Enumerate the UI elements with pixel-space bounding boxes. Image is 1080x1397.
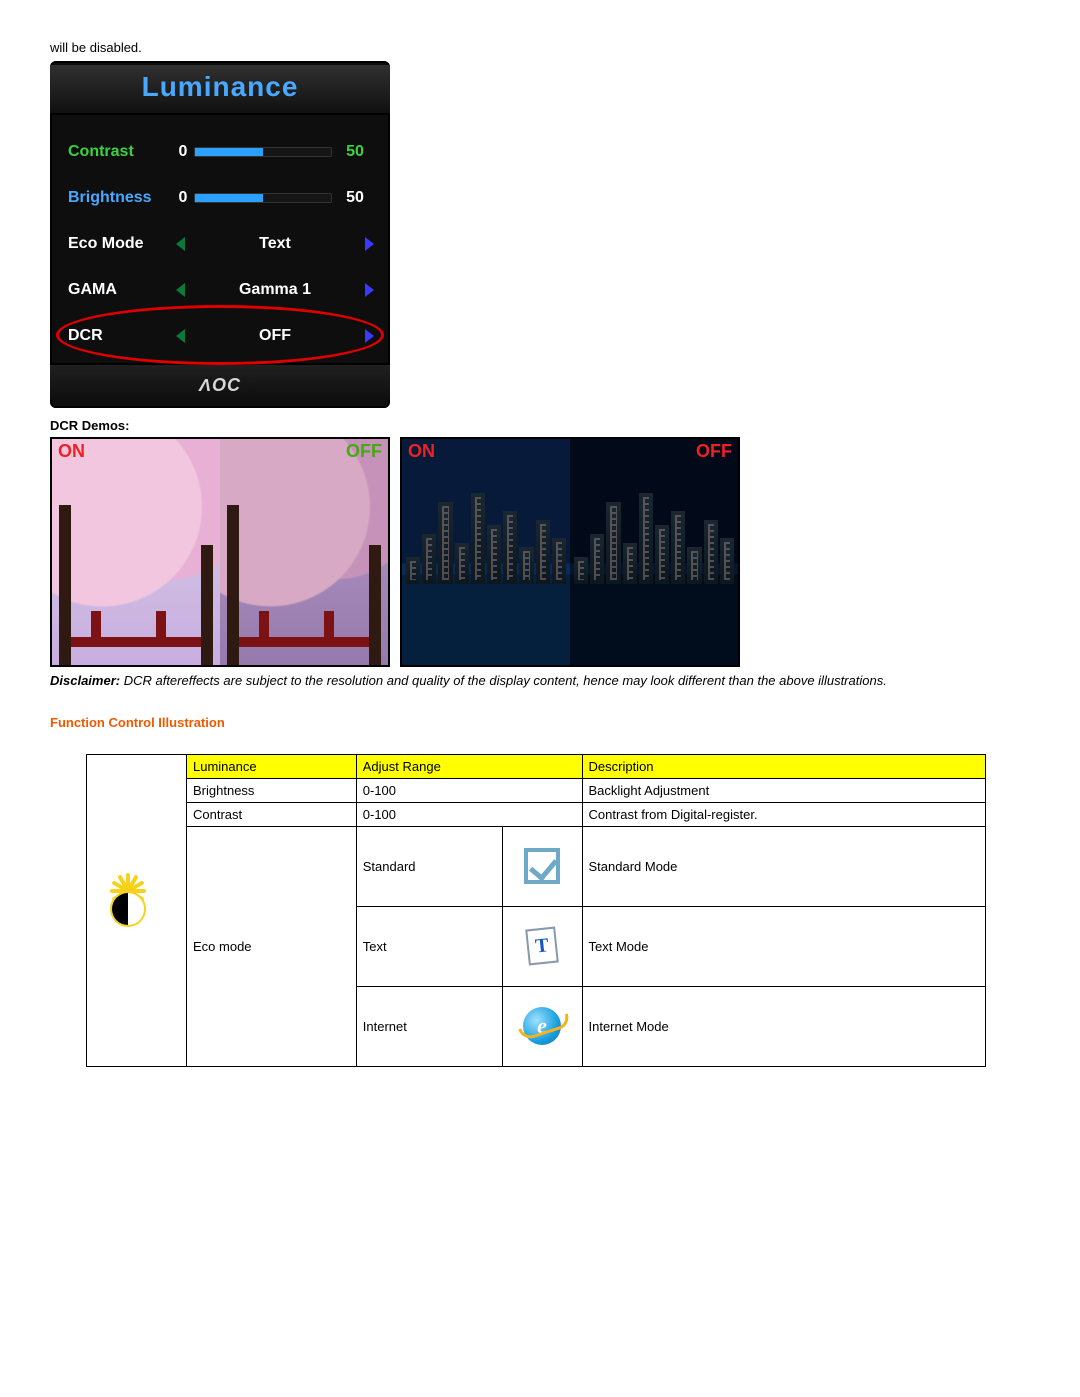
osd-selector-value: OFF: [259, 327, 291, 345]
demo-label-on: ON: [404, 441, 439, 462]
table-row: Brightness0-100Backlight Adjustment: [87, 779, 986, 803]
osd-slider-min: 0: [172, 189, 194, 207]
cell-range: 0-100: [356, 803, 582, 827]
luminance-sun-icon: [93, 874, 163, 944]
cell-eco-name: Standard: [356, 827, 502, 907]
cell-eco-icon: [502, 987, 582, 1067]
cell-name: Contrast: [187, 803, 357, 827]
intro-text: will be disabled.: [50, 40, 1030, 55]
cell-eco-name: Internet: [356, 987, 502, 1067]
osd-selector[interactable]: Text: [172, 235, 378, 253]
check-icon: [524, 848, 560, 884]
osd-slider-fill: [195, 194, 263, 202]
disclaimer-label: Disclaimer:: [50, 673, 120, 688]
osd-brand: ΛOC: [50, 363, 390, 400]
cell-desc: Backlight Adjustment: [582, 779, 986, 803]
demo-half-off: OFF: [220, 439, 388, 665]
demo-half-on: ON: [52, 439, 220, 665]
table-header: Luminance: [187, 755, 357, 779]
arrow-right-icon[interactable]: [365, 329, 374, 343]
osd-selector[interactable]: Gamma 1: [172, 281, 378, 299]
osd-slider-value: 50: [332, 143, 378, 161]
table-header: Description: [582, 755, 986, 779]
osd-row-label: DCR: [62, 327, 172, 345]
osd-selector-value: Text: [259, 235, 291, 253]
table-row: Eco modeStandardStandard Mode: [87, 827, 986, 907]
osd-slider-track[interactable]: [194, 193, 332, 203]
osd-body: Contrast050Brightness050Eco ModeTextGAMA…: [50, 115, 390, 363]
internet-icon: [523, 1007, 561, 1045]
section-heading: Function Control Illustration: [50, 715, 1030, 730]
osd-row-eco-mode[interactable]: Eco Mode Text: [62, 221, 378, 267]
osd-slider-min: 0: [172, 143, 194, 161]
cell-eco-name: Text: [356, 907, 502, 987]
osd-slider-fill: [195, 148, 263, 156]
cell-eco-icon: [502, 907, 582, 987]
osd-row-label: Eco Mode: [62, 235, 172, 253]
demo-half-off: OFF: [570, 439, 738, 665]
osd-slider-value: 50: [332, 189, 378, 207]
cell-desc: Contrast from Digital-register.: [582, 803, 986, 827]
dcr-demos-label: DCR Demos:: [50, 418, 1030, 433]
osd-row-label: GAMA: [62, 281, 172, 299]
arrow-right-icon[interactable]: [365, 237, 374, 251]
osd-row-brightness[interactable]: Brightness0 50: [62, 175, 378, 221]
osd-row-label: Brightness: [62, 189, 172, 207]
disclaimer: Disclaimer: DCR aftereffects are subject…: [50, 673, 1030, 689]
dcr-demo-1: ON OFF: [50, 437, 390, 667]
osd-selector[interactable]: OFF: [172, 327, 378, 345]
arrow-left-icon[interactable]: [176, 237, 185, 251]
cell-eco-icon: [502, 827, 582, 907]
osd-selector-value: Gamma 1: [239, 281, 311, 299]
demo-label-on: ON: [54, 441, 89, 462]
osd-slider-track[interactable]: [194, 147, 332, 157]
osd-row-dcr[interactable]: DCR OFF: [62, 313, 378, 359]
dcr-demos-row: ON OFF ON OFF: [50, 437, 1030, 667]
cell-eco-desc: Text Mode: [582, 907, 986, 987]
arrow-right-icon[interactable]: [365, 283, 374, 297]
osd-title: Luminance: [50, 65, 390, 115]
osd-row-gama[interactable]: GAMA Gamma 1: [62, 267, 378, 313]
osd-row-label: Contrast: [62, 143, 172, 161]
cell-eco-desc: Internet Mode: [582, 987, 986, 1067]
cell-name: Brightness: [187, 779, 357, 803]
text-doc-icon: [525, 927, 559, 966]
function-control-table: LuminanceAdjust RangeDescriptionBrightne…: [86, 754, 986, 1067]
table-header: Adjust Range: [356, 755, 582, 779]
cell-eco-label: Eco mode: [187, 827, 357, 1067]
cell-range: 0-100: [356, 779, 582, 803]
demo-label-off: OFF: [342, 441, 386, 462]
luminance-icon-cell: [87, 755, 187, 1067]
dcr-demo-2: ON OFF: [400, 437, 740, 667]
cell-eco-desc: Standard Mode: [582, 827, 986, 907]
table-row: Contrast0-100Contrast from Digital-regis…: [87, 803, 986, 827]
disclaimer-text: DCR aftereffects are subject to the reso…: [120, 673, 887, 688]
arrow-left-icon[interactable]: [176, 329, 185, 343]
demo-half-on: ON: [402, 439, 570, 665]
arrow-left-icon[interactable]: [176, 283, 185, 297]
osd-row-contrast[interactable]: Contrast0 50: [62, 129, 378, 175]
demo-label-off: OFF: [692, 441, 736, 462]
osd-panel: Luminance Contrast050Brightness050Eco Mo…: [50, 61, 390, 408]
